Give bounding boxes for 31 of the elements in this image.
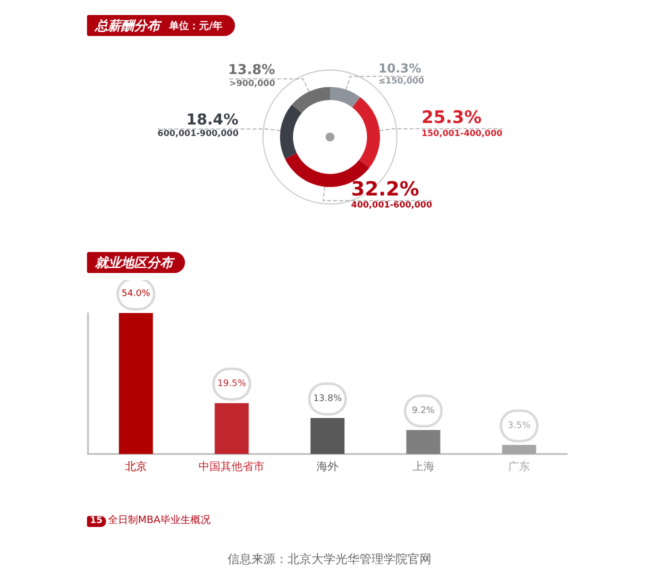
x-tick-label: 中国其他省市 [198, 460, 265, 473]
data-label: 32.2% [351, 177, 420, 200]
chart-title: 总薪酬分布 [95, 18, 160, 34]
x-tick-label: 广东 [508, 460, 530, 473]
data-label: 9.2% [412, 406, 436, 416]
bar [310, 418, 344, 454]
slice-label: ≤150,000 [378, 76, 424, 86]
chart-subtitle: 单位：元/年 [169, 20, 223, 32]
slice-label: 400,001-600,000 [351, 200, 432, 211]
text: 15 [87, 516, 106, 527]
text: 信息来源：北京大学光华管理学院官网 [226, 552, 432, 567]
bar [214, 403, 249, 454]
chart-title: 就业地区分布 [95, 254, 173, 272]
slice-label: 600,001-900,000 [158, 128, 239, 139]
data-label: 10.3% [378, 60, 422, 76]
x-tick-label: 上海 [412, 460, 434, 473]
bar [118, 313, 153, 454]
bar [406, 430, 440, 454]
x-tick-label: 北京 [124, 460, 147, 473]
data-label: 25.3% [421, 108, 482, 128]
text: 全日制MBA毕业生概况 [108, 515, 210, 527]
data-label: 13.8% [228, 62, 276, 78]
data-label: 54.0% [122, 289, 151, 299]
data-label: 13.8% [313, 394, 342, 404]
data-label: 19.5% [217, 379, 246, 390]
bar [502, 444, 536, 454]
slice-label: 150,001-400,000 [421, 128, 503, 139]
slice-label: >900,000 [229, 78, 276, 89]
data-label: 3.5% [508, 420, 531, 431]
data-label: 18.4% [186, 110, 239, 128]
x-tick-label: 海外 [316, 460, 338, 473]
